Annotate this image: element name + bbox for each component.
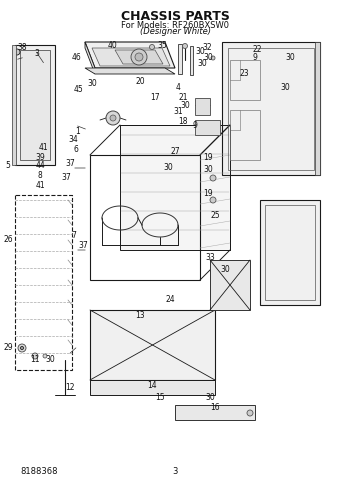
Circle shape — [211, 56, 215, 60]
Text: 37: 37 — [78, 241, 88, 250]
Text: For Models: RF260BXSW0: For Models: RF260BXSW0 — [121, 20, 229, 29]
Polygon shape — [190, 46, 193, 75]
Circle shape — [18, 344, 26, 352]
Text: 5: 5 — [6, 160, 10, 170]
Polygon shape — [90, 380, 215, 395]
Text: 4: 4 — [176, 84, 181, 93]
Text: 30: 30 — [87, 79, 97, 87]
Text: 1: 1 — [76, 128, 80, 137]
Text: 37: 37 — [61, 173, 71, 183]
Circle shape — [21, 346, 23, 350]
Polygon shape — [260, 200, 320, 305]
Text: 40: 40 — [107, 42, 117, 51]
Polygon shape — [20, 50, 50, 160]
Circle shape — [149, 44, 154, 49]
Text: 41: 41 — [38, 143, 48, 153]
Text: 19: 19 — [203, 154, 213, 162]
Polygon shape — [178, 44, 182, 74]
Circle shape — [210, 197, 216, 203]
Text: 30: 30 — [203, 53, 213, 61]
Text: 18: 18 — [178, 117, 188, 127]
Text: 7: 7 — [71, 230, 76, 240]
Polygon shape — [195, 98, 210, 115]
Circle shape — [210, 175, 216, 181]
Polygon shape — [85, 42, 95, 74]
Text: 30: 30 — [285, 54, 295, 62]
Text: 46: 46 — [72, 54, 82, 62]
Text: 37: 37 — [65, 158, 75, 168]
Text: 8188368: 8188368 — [20, 467, 57, 475]
Text: 30: 30 — [163, 164, 173, 172]
Text: 30: 30 — [195, 47, 205, 57]
Polygon shape — [90, 310, 215, 380]
Circle shape — [14, 49, 20, 55]
Text: 30: 30 — [205, 393, 215, 401]
Text: 3: 3 — [172, 467, 178, 475]
Text: 27: 27 — [170, 147, 180, 156]
Circle shape — [32, 353, 38, 359]
Text: CHASSIS PARTS: CHASSIS PARTS — [120, 10, 230, 23]
Polygon shape — [315, 42, 320, 175]
Text: 30: 30 — [180, 100, 190, 110]
Text: 24: 24 — [165, 296, 175, 304]
Text: 8: 8 — [38, 170, 42, 180]
Text: 9: 9 — [193, 122, 197, 130]
Text: 12: 12 — [65, 384, 75, 393]
Polygon shape — [85, 68, 175, 74]
Text: 22: 22 — [252, 45, 262, 55]
Text: 30: 30 — [220, 266, 230, 274]
Text: 30: 30 — [197, 59, 207, 69]
Polygon shape — [120, 125, 230, 250]
Text: 25: 25 — [210, 211, 220, 219]
Circle shape — [106, 111, 120, 125]
Polygon shape — [115, 50, 163, 64]
Text: 19: 19 — [203, 188, 213, 198]
Polygon shape — [175, 405, 255, 420]
Text: 34: 34 — [68, 136, 78, 144]
Circle shape — [247, 410, 253, 416]
Polygon shape — [222, 42, 320, 175]
Polygon shape — [195, 120, 220, 135]
Text: (Designer White): (Designer White) — [140, 28, 210, 37]
Text: 29: 29 — [3, 343, 13, 353]
Circle shape — [43, 354, 47, 358]
Text: 9: 9 — [253, 54, 258, 62]
Text: 41: 41 — [35, 181, 45, 189]
Polygon shape — [15, 45, 55, 165]
Text: 39: 39 — [35, 153, 45, 161]
Text: 31: 31 — [173, 108, 183, 116]
Text: 30: 30 — [45, 355, 55, 365]
Text: 44: 44 — [35, 160, 45, 170]
Text: 17: 17 — [150, 94, 160, 102]
Polygon shape — [12, 45, 16, 165]
Text: 30: 30 — [203, 166, 213, 174]
Text: 45: 45 — [73, 85, 83, 95]
Text: 38: 38 — [17, 43, 27, 53]
Text: 21: 21 — [178, 93, 188, 101]
Text: 14: 14 — [147, 381, 157, 389]
Text: 3: 3 — [35, 48, 40, 57]
Text: 6: 6 — [74, 145, 78, 155]
Polygon shape — [210, 260, 250, 310]
Text: 35: 35 — [157, 42, 167, 51]
Text: 26: 26 — [3, 236, 13, 244]
Circle shape — [182, 43, 188, 48]
Text: 30: 30 — [280, 84, 290, 93]
Polygon shape — [85, 42, 175, 68]
Text: 11: 11 — [30, 355, 40, 365]
Text: 20: 20 — [135, 77, 145, 86]
Text: 32: 32 — [202, 43, 212, 53]
Circle shape — [110, 115, 116, 121]
Text: 23: 23 — [239, 69, 249, 77]
Text: 15: 15 — [155, 393, 165, 401]
Polygon shape — [92, 48, 170, 66]
Text: 13: 13 — [135, 311, 145, 319]
Text: 16: 16 — [210, 402, 220, 412]
Text: 33: 33 — [205, 254, 215, 262]
Circle shape — [135, 53, 143, 61]
Circle shape — [131, 49, 147, 65]
